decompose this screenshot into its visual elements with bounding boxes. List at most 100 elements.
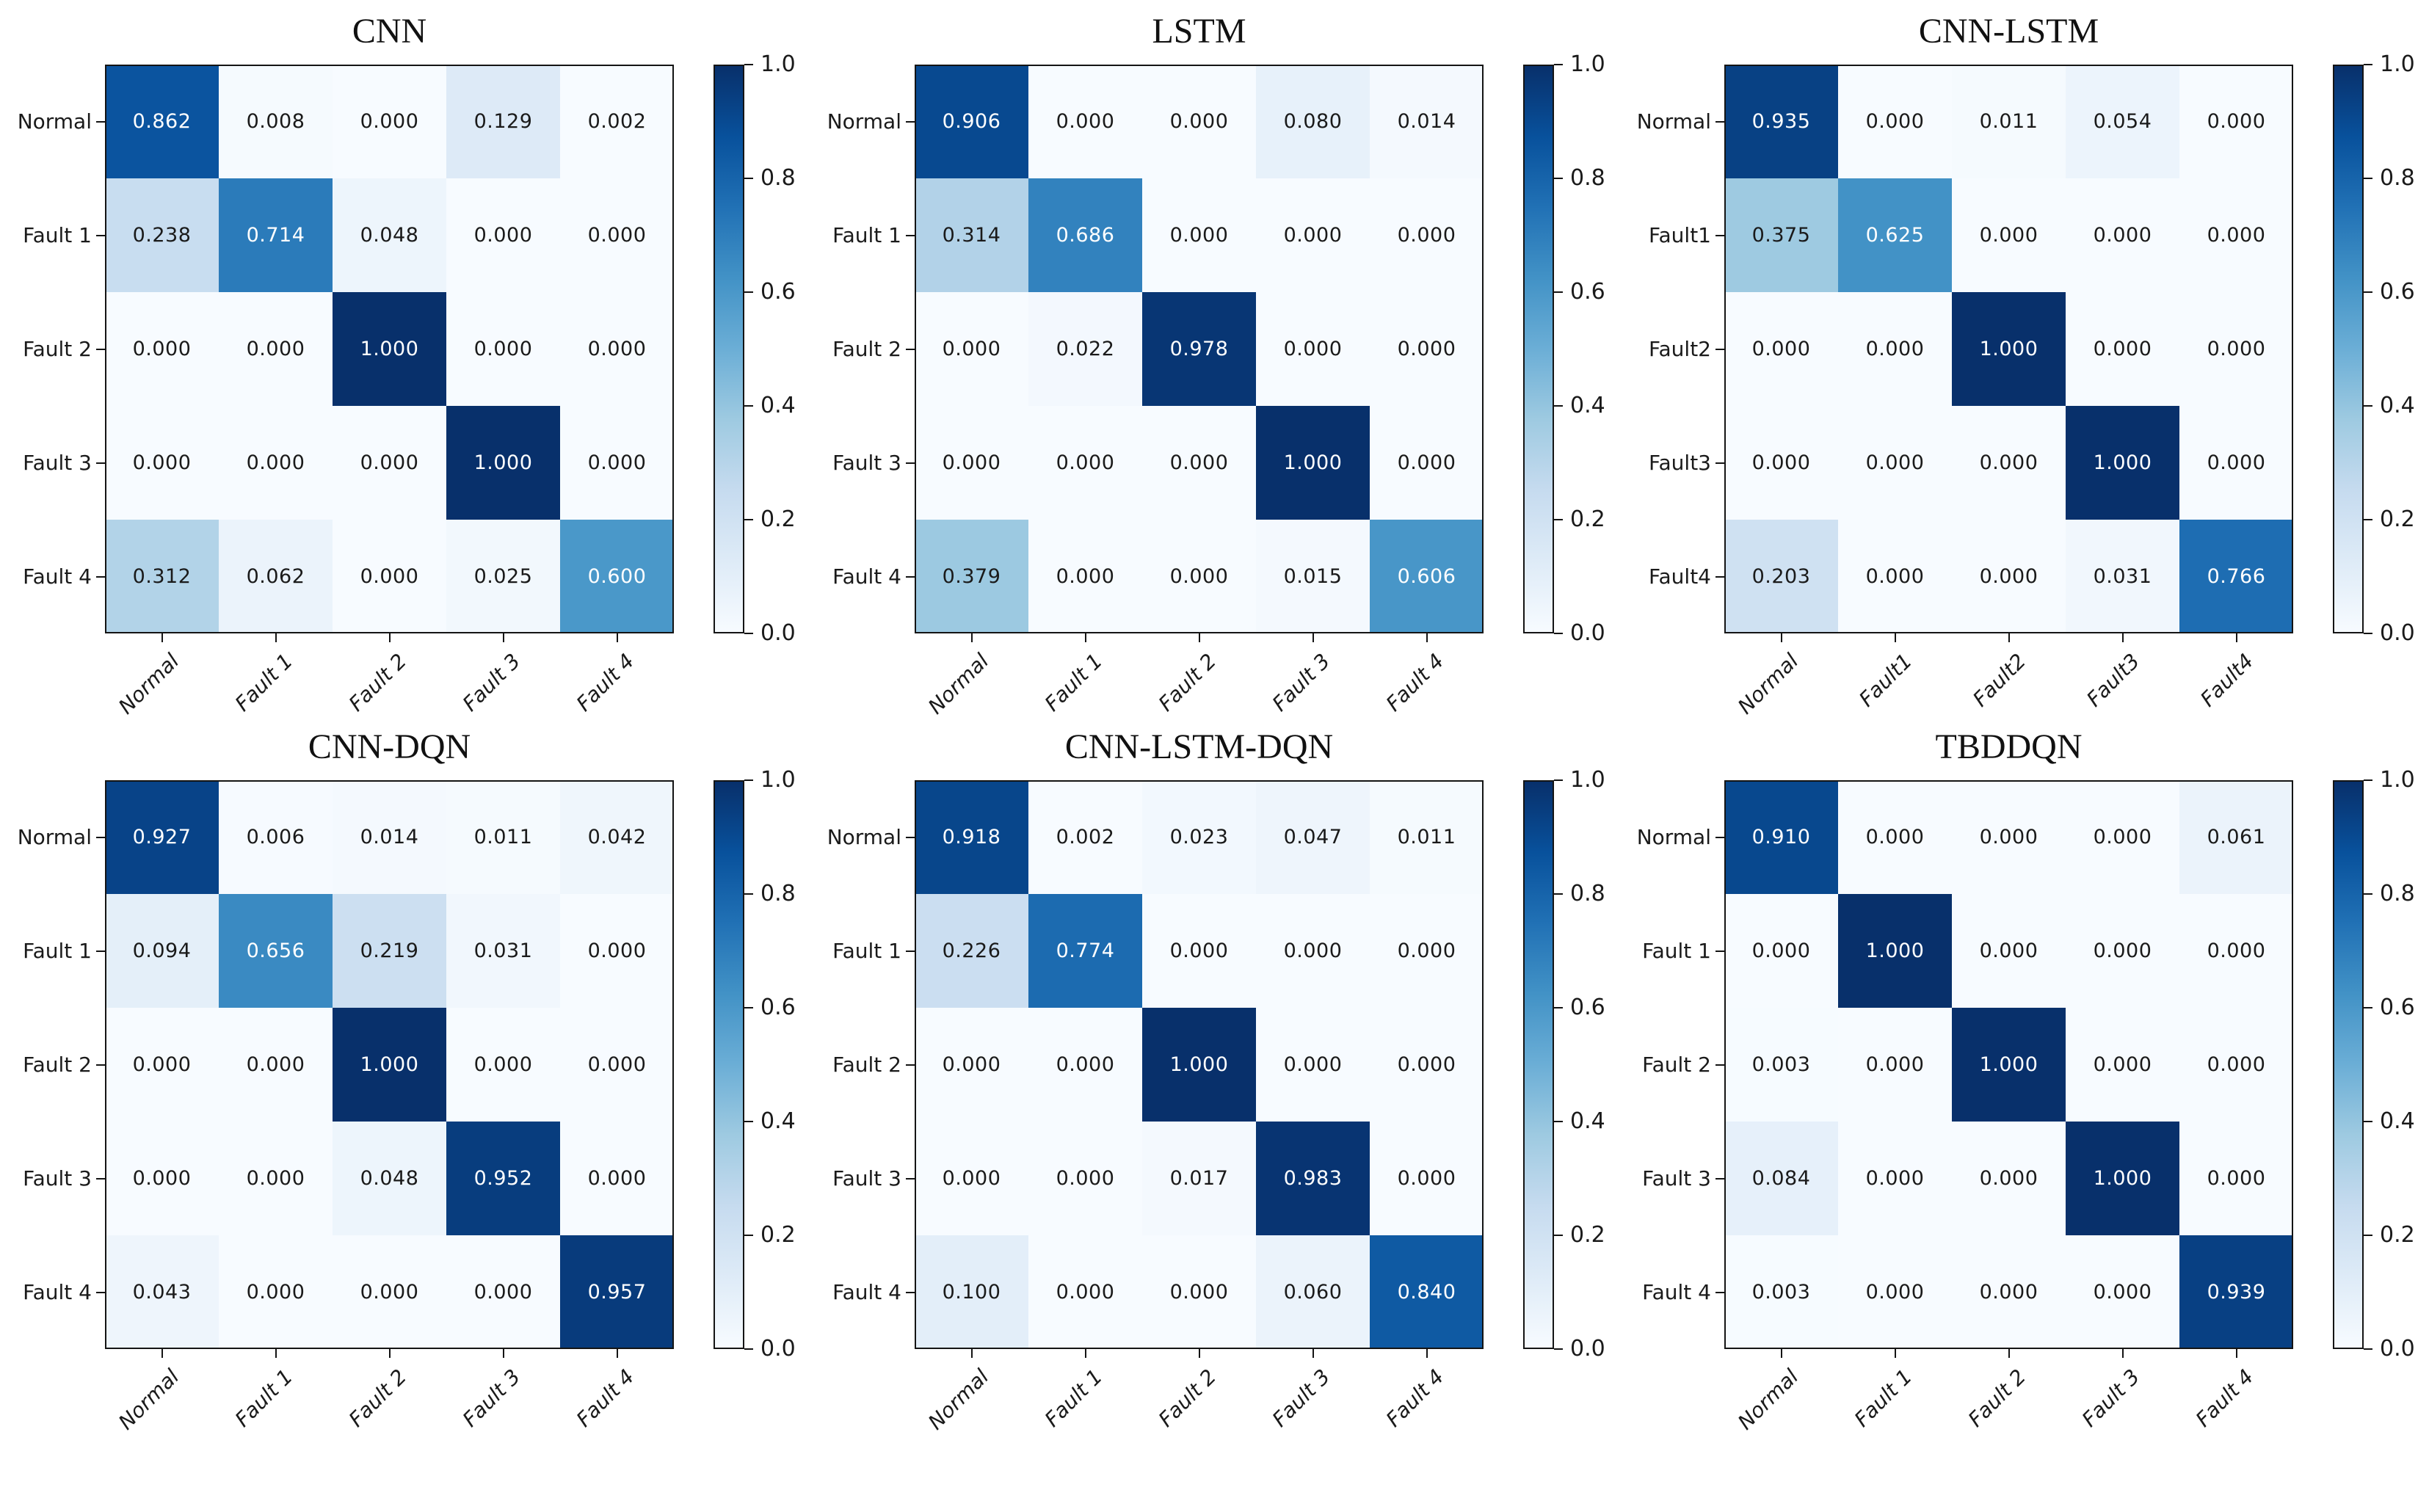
cell-value: 0.000 bbox=[2093, 224, 2152, 247]
matrix-cell: 0.002 bbox=[560, 65, 674, 178]
colorbar bbox=[2333, 65, 2364, 633]
cell-value: 0.000 bbox=[1397, 939, 1456, 962]
matrix-cell: 0.000 bbox=[1952, 520, 2066, 633]
cell-value: 0.000 bbox=[473, 338, 533, 360]
matrix-cell: 0.014 bbox=[333, 780, 446, 894]
cell-value: 1.000 bbox=[360, 338, 419, 360]
matrix-cell: 0.766 bbox=[2179, 520, 2293, 633]
matrix-cell: 0.000 bbox=[1838, 780, 1952, 894]
cell-value: 0.000 bbox=[1397, 451, 1456, 474]
cell-value: 1.000 bbox=[2093, 1167, 2152, 1190]
cell-value: 0.927 bbox=[132, 826, 192, 848]
cell-value: 0.000 bbox=[132, 338, 192, 360]
y-tick-mark bbox=[1715, 575, 1724, 578]
y-tick-label: Normal bbox=[17, 824, 92, 849]
matrix-cell: 0.023 bbox=[1142, 780, 1256, 894]
matrix-cell: 0.047 bbox=[1256, 780, 1370, 894]
matrix-cell: 0.000 bbox=[1028, 520, 1142, 633]
cell-value: 0.017 bbox=[1169, 1167, 1229, 1190]
matrix-cell: 0.000 bbox=[915, 1008, 1028, 1122]
cell-value: 0.774 bbox=[1056, 939, 1115, 962]
matrix-cell: 0.000 bbox=[1724, 406, 1838, 520]
panel-cnn: CNN 0.862 0.008 0.000 0.129 0.002 0.238 0.714 0.… bbox=[0, 0, 810, 719]
cell-value: 0.031 bbox=[2093, 565, 2152, 588]
colorbar-tick-mark bbox=[1554, 1348, 1563, 1350]
colorbar-tick-label: 0.6 bbox=[2380, 995, 2415, 1020]
cell-value: 0.025 bbox=[473, 565, 533, 588]
matrix-cell: 0.000 bbox=[1370, 178, 1484, 292]
y-tick-mark bbox=[906, 1291, 915, 1293]
matrix-cell: 0.008 bbox=[219, 65, 333, 178]
y-tick-label: Normal bbox=[1636, 824, 1711, 849]
y-tick-label: Normal bbox=[827, 109, 901, 134]
cell-value: 1.000 bbox=[1865, 939, 1925, 962]
matrix-cell: 0.910 bbox=[1724, 780, 1838, 894]
matrix-cell: 0.000 bbox=[105, 1122, 219, 1235]
matrix-cell: 0.000 bbox=[446, 1235, 560, 1349]
cell-value: 0.011 bbox=[1397, 826, 1456, 848]
matrix-cell: 0.000 bbox=[2066, 1235, 2179, 1349]
cell-value: 0.000 bbox=[1169, 1281, 1229, 1304]
colorbar-tick-label: 0.4 bbox=[2380, 1108, 2415, 1134]
colorbar-tick-label: 0.6 bbox=[2380, 279, 2415, 305]
cell-value: 0.000 bbox=[246, 338, 305, 360]
x-tick-mark bbox=[275, 1349, 277, 1358]
matrix-cell: 0.000 bbox=[2179, 65, 2293, 178]
cell-value: 0.000 bbox=[942, 451, 1001, 474]
y-tick-mark bbox=[96, 348, 105, 350]
y-tick-label: Fault 3 bbox=[832, 1166, 901, 1191]
matrix-cell: 0.918 bbox=[915, 780, 1028, 894]
matrix-cell: 0.043 bbox=[105, 1235, 219, 1349]
cell-value: 0.000 bbox=[1056, 110, 1115, 133]
matrix-cell: 0.686 bbox=[1028, 178, 1142, 292]
matrix-cell: 0.000 bbox=[1838, 1008, 1952, 1122]
cell-value: 0.000 bbox=[2207, 1167, 2266, 1190]
matrix-cell: 0.000 bbox=[105, 1008, 219, 1122]
cell-value: 0.002 bbox=[1056, 826, 1115, 848]
confusion-matrix-figure: CNN 0.862 0.008 0.000 0.129 0.002 0.238 0.714 0.… bbox=[0, 0, 2415, 1435]
panel-lstm: LSTM 0.906 0.000 0.000 0.080 0.014 0.314 0.686 0… bbox=[810, 0, 1619, 719]
cell-value: 0.014 bbox=[360, 826, 419, 848]
matrix-cell: 0.000 bbox=[1838, 65, 1952, 178]
matrix-cell: 0.000 bbox=[1028, 1122, 1142, 1235]
y-tick-mark bbox=[906, 120, 915, 123]
cell-value: 0.935 bbox=[1751, 110, 1811, 133]
cell-value: 0.000 bbox=[1169, 224, 1229, 247]
colorbar-tick-mark bbox=[1554, 633, 1563, 634]
cell-value: 0.000 bbox=[1751, 939, 1811, 962]
cell-value: 0.000 bbox=[1169, 939, 1229, 962]
x-tick-mark bbox=[1084, 633, 1086, 642]
matrix-cell: 0.314 bbox=[915, 178, 1028, 292]
matrix-cell: 0.000 bbox=[1838, 1122, 1952, 1235]
colorbar-tick-mark bbox=[1554, 893, 1563, 895]
matrix-cell: 0.000 bbox=[2066, 894, 2179, 1008]
cell-value: 0.978 bbox=[1169, 338, 1229, 360]
matrix-cell: 0.000 bbox=[1142, 406, 1256, 520]
cell-value: 0.203 bbox=[1751, 565, 1811, 588]
cell-value: 0.054 bbox=[2093, 110, 2152, 133]
cell-value: 0.000 bbox=[360, 1281, 419, 1304]
panel-title: CNN-DQN bbox=[308, 727, 471, 766]
panel-title: LSTM bbox=[1152, 12, 1246, 51]
cell-value: 0.003 bbox=[1751, 1053, 1811, 1076]
y-tick-label: Fault 4 bbox=[832, 1279, 901, 1304]
cell-value: 0.000 bbox=[1397, 1167, 1456, 1190]
colorbar-tick-mark bbox=[1554, 291, 1563, 293]
cell-value: 0.606 bbox=[1397, 565, 1456, 588]
matrix-cell: 1.000 bbox=[333, 292, 446, 406]
cell-value: 0.910 bbox=[1751, 826, 1811, 848]
y-tick-mark bbox=[96, 234, 105, 236]
matrix-cell: 0.957 bbox=[560, 1235, 674, 1349]
matrix-cell: 0.000 bbox=[219, 1122, 333, 1235]
cell-value: 0.000 bbox=[2207, 451, 2266, 474]
matrix-cell: 0.000 bbox=[1028, 1008, 1142, 1122]
x-tick-mark bbox=[161, 1349, 163, 1358]
matrix-cell: 0.600 bbox=[560, 520, 674, 633]
cell-value: 0.000 bbox=[942, 1167, 1001, 1190]
cell-value: 0.000 bbox=[1865, 451, 1925, 474]
cell-value: 0.000 bbox=[1865, 110, 1925, 133]
y-tick-mark bbox=[1715, 120, 1724, 123]
cell-value: 0.000 bbox=[1056, 1053, 1115, 1076]
matrix-cell: 0.000 bbox=[2179, 1008, 2293, 1122]
y-tick-mark bbox=[1715, 950, 1724, 952]
